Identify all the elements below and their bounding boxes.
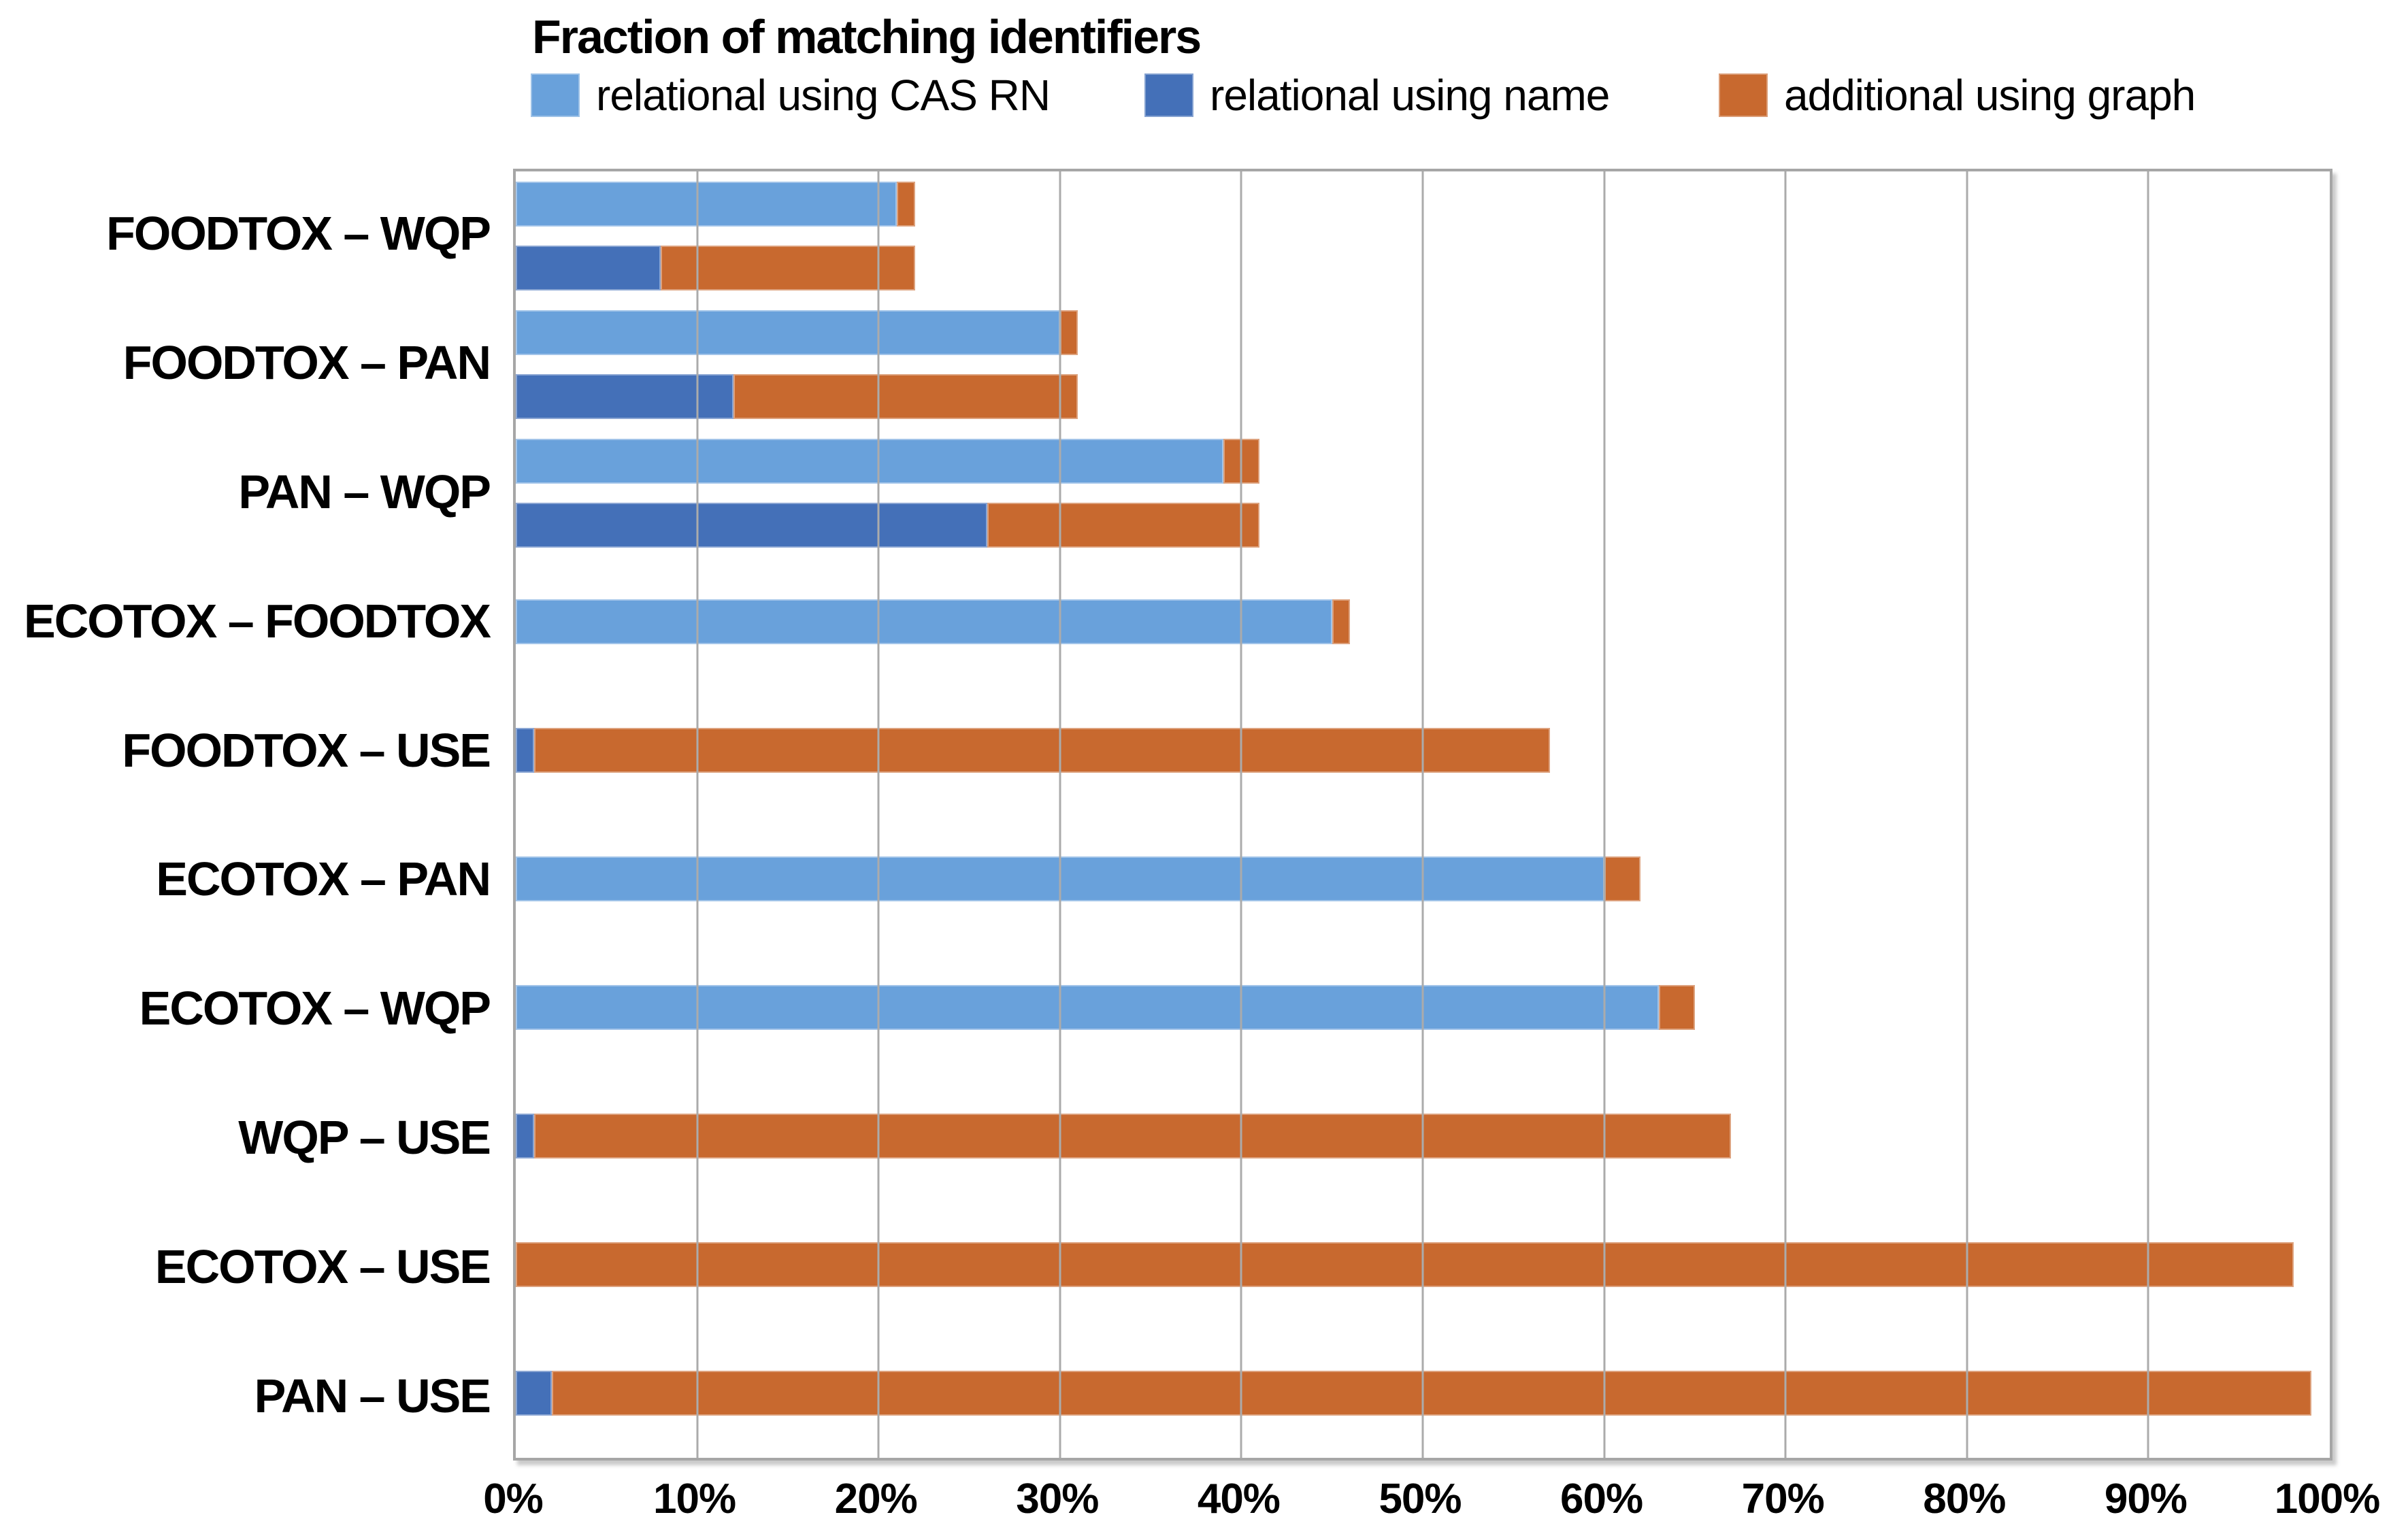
category-label: ECOTOX – USE xyxy=(154,1240,491,1294)
bar-segment xyxy=(516,310,1060,355)
gridline xyxy=(877,171,880,1458)
gridline xyxy=(1966,171,1968,1458)
legend-swatch-icon xyxy=(1719,73,1768,117)
x-tick-label: 50% xyxy=(1379,1475,1462,1522)
bar-segment xyxy=(533,1114,1732,1159)
category-row xyxy=(516,1329,2330,1458)
stacked-bar xyxy=(516,502,2330,548)
category-row xyxy=(516,1072,2330,1201)
bar-segment xyxy=(1604,856,1640,902)
bar-segment xyxy=(1332,599,1351,644)
stacked-bar xyxy=(516,181,2330,227)
gridline xyxy=(2147,171,2149,1458)
category-axis-labels: FOODTOX – WQP FOODTOX – PAN PAN – WQP ECOTO… xyxy=(0,169,499,1461)
bar-segment xyxy=(987,502,1260,548)
bar-segment xyxy=(516,181,897,227)
bar-segment xyxy=(1658,985,1695,1031)
x-tick-label: 70% xyxy=(1741,1475,1825,1522)
bar-segment xyxy=(516,245,661,290)
legend: relational using CAS RN relational using … xyxy=(0,68,2408,122)
category-label: PAN – USE xyxy=(254,1369,491,1423)
stacked-bar xyxy=(516,1371,2330,1416)
bar-segment xyxy=(516,985,1659,1031)
stacked-bar xyxy=(516,727,2330,773)
x-tick-label: 80% xyxy=(1923,1475,2006,1522)
bar-segment xyxy=(516,599,1332,644)
legend-swatch-icon xyxy=(1144,73,1193,117)
category-label: FOODTOX – PAN xyxy=(122,335,491,389)
bar-segment xyxy=(516,1371,552,1416)
legend-label: relational using CAS RN xyxy=(596,71,1051,120)
legend-swatch-icon xyxy=(531,73,580,117)
legend-item: relational using name xyxy=(1144,68,1610,122)
bar-segment xyxy=(516,502,988,548)
category-label: WQP – USE xyxy=(238,1111,491,1165)
plot-area xyxy=(513,169,2332,1461)
category-row xyxy=(516,300,2330,429)
stacked-bar xyxy=(516,245,2330,290)
legend-label: relational using name xyxy=(1210,71,1610,120)
bar-segment xyxy=(516,727,534,773)
bar-segment xyxy=(552,1371,2312,1416)
x-tick-label: 90% xyxy=(2104,1475,2188,1522)
x-tick-label: 0% xyxy=(483,1475,544,1522)
gridline xyxy=(1240,171,1242,1458)
category-label: ECOTOX – PAN xyxy=(156,852,491,906)
gridline xyxy=(1421,171,1424,1458)
stacked-bar xyxy=(516,599,2330,644)
bar-segment xyxy=(661,245,915,290)
category-label: ECOTOX – WQP xyxy=(139,982,491,1035)
gridline xyxy=(1059,171,1061,1458)
category-row xyxy=(516,944,2330,1072)
category-row xyxy=(516,557,2330,686)
category-label: PAN – WQP xyxy=(238,465,491,518)
bar-segment xyxy=(516,1242,2294,1288)
category-row xyxy=(516,686,2330,814)
bar-segment xyxy=(516,373,733,419)
x-tick-label: 10% xyxy=(653,1475,736,1522)
stacked-bar xyxy=(516,310,2330,355)
category-label: FOODTOX – WQP xyxy=(106,206,491,260)
x-tick-label: 100% xyxy=(2274,1475,2381,1522)
stacked-bar xyxy=(516,1114,2330,1159)
bar-segment xyxy=(1059,310,1078,355)
category-row xyxy=(516,429,2330,557)
bar-segment xyxy=(516,1114,534,1159)
gridline xyxy=(696,171,699,1458)
chart-title: Fraction of matching identifiers xyxy=(532,10,1202,63)
bar-segment xyxy=(533,727,1550,773)
x-tick-label: 30% xyxy=(1016,1475,1099,1522)
gridline xyxy=(1603,171,1606,1458)
legend-item: relational using CAS RN xyxy=(531,68,1051,122)
legend-label: additional using graph xyxy=(1784,71,2196,120)
stacked-bar xyxy=(516,985,2330,1031)
bar-segment xyxy=(733,373,1078,419)
bar-segment xyxy=(516,438,1223,484)
x-tick-label: 40% xyxy=(1197,1475,1281,1522)
category-label: FOODTOX – USE xyxy=(122,723,491,777)
percent-axis-labels: 0% 10% 20% 30% 40% 50% 60% 70% 80% 90% 100% xyxy=(483,1475,2380,1529)
stacked-bar xyxy=(516,1242,2330,1288)
legend-item: additional using graph xyxy=(1719,68,2196,122)
x-tick-label: 60% xyxy=(1560,1475,1643,1522)
x-tick-label: 20% xyxy=(834,1475,918,1522)
category-row xyxy=(516,1201,2330,1329)
gridline xyxy=(1784,171,1787,1458)
bar-segment xyxy=(896,181,915,227)
category-label: ECOTOX – FOODTOX xyxy=(24,594,491,648)
category-row xyxy=(516,171,2330,300)
